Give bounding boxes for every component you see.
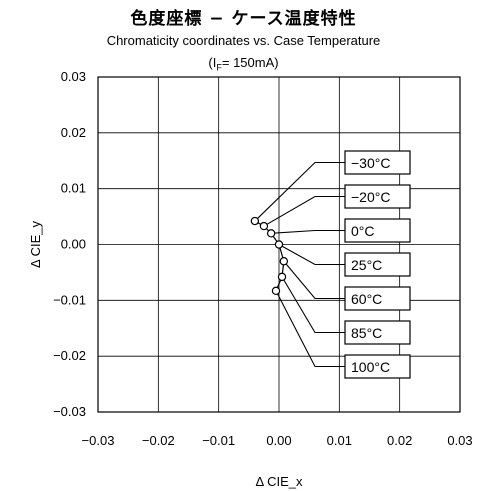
leader-line [281, 276, 345, 334]
condition-subscript: F [216, 62, 222, 73]
y-tick-labels: 0.03 0.02 0.01 0.00 −0.01 −0.02 −0.03 [53, 69, 86, 419]
leader-line [254, 161, 345, 222]
point-label-box [344, 184, 411, 209]
data-point [271, 286, 281, 296]
x-tick-label: −0.02 [142, 433, 175, 448]
leader-line [278, 244, 345, 266]
leader-lines [254, 161, 345, 368]
point-label-box [344, 354, 411, 379]
y-tick-label: 0.00 [61, 237, 86, 252]
point-label-text: 60°C [351, 291, 382, 307]
y-tick-label: 0.01 [61, 181, 86, 196]
y-tick-label: −0.03 [53, 404, 86, 419]
point-label-box [344, 320, 411, 345]
y-tick-label: 0.02 [61, 125, 86, 140]
data-point [274, 240, 284, 249]
point-label-box [344, 150, 411, 175]
data-point [277, 272, 287, 282]
condition-suffix: = 150mA) [221, 55, 279, 70]
point-label-text: 85°C [351, 325, 382, 341]
x-tick-label: 0.02 [387, 433, 412, 448]
point-labels: −30°C −20°C 0°C 25°C 60°C 85°C 100°C [344, 150, 411, 379]
x-tick-labels: −0.03 −0.02 −0.01 0.00 0.01 0.02 0.03 [82, 433, 473, 448]
point-label-text: −20°C [351, 189, 390, 205]
data-point [279, 257, 289, 266]
chart-condition: (IF= 150mA) [0, 55, 487, 73]
point-label-text: 100°C [351, 359, 390, 375]
condition-prefix: (I [208, 55, 217, 70]
data-point [250, 216, 260, 226]
data-point [259, 221, 269, 231]
chart-title: 色度座標 − ケース温度特性 [130, 9, 357, 29]
x-tick-label: −0.03 [82, 433, 115, 448]
point-label-text: 0°C [351, 223, 375, 239]
point-label-text: 25°C [351, 257, 382, 273]
x-axis-label: Δ CIE_x [256, 474, 303, 489]
x-tick-label: 0.03 [447, 433, 472, 448]
leader-line [275, 290, 345, 368]
y-tick-label: −0.01 [53, 292, 86, 307]
data-point [266, 229, 276, 238]
x-tick-label: 0.00 [266, 433, 291, 448]
y-tick-label: −0.02 [53, 348, 86, 363]
point-label-box [344, 252, 411, 277]
y-axis-label: Δ CIE_y [28, 221, 43, 268]
leader-line [271, 229, 345, 234]
plot-frame [97, 76, 461, 413]
point-label-text: −30°C [351, 155, 390, 171]
point-label-box [344, 286, 411, 311]
data-points [250, 216, 289, 296]
y-tick-label: 0.03 [61, 69, 86, 84]
leader-line [283, 260, 345, 300]
x-tick-label: −0.01 [202, 433, 235, 448]
point-label-box [344, 218, 411, 243]
chart-subtitle: Chromaticity coordinates vs. Case Temper… [106, 33, 381, 48]
x-tick-label: 0.01 [327, 433, 352, 448]
leader-line [263, 195, 345, 227]
